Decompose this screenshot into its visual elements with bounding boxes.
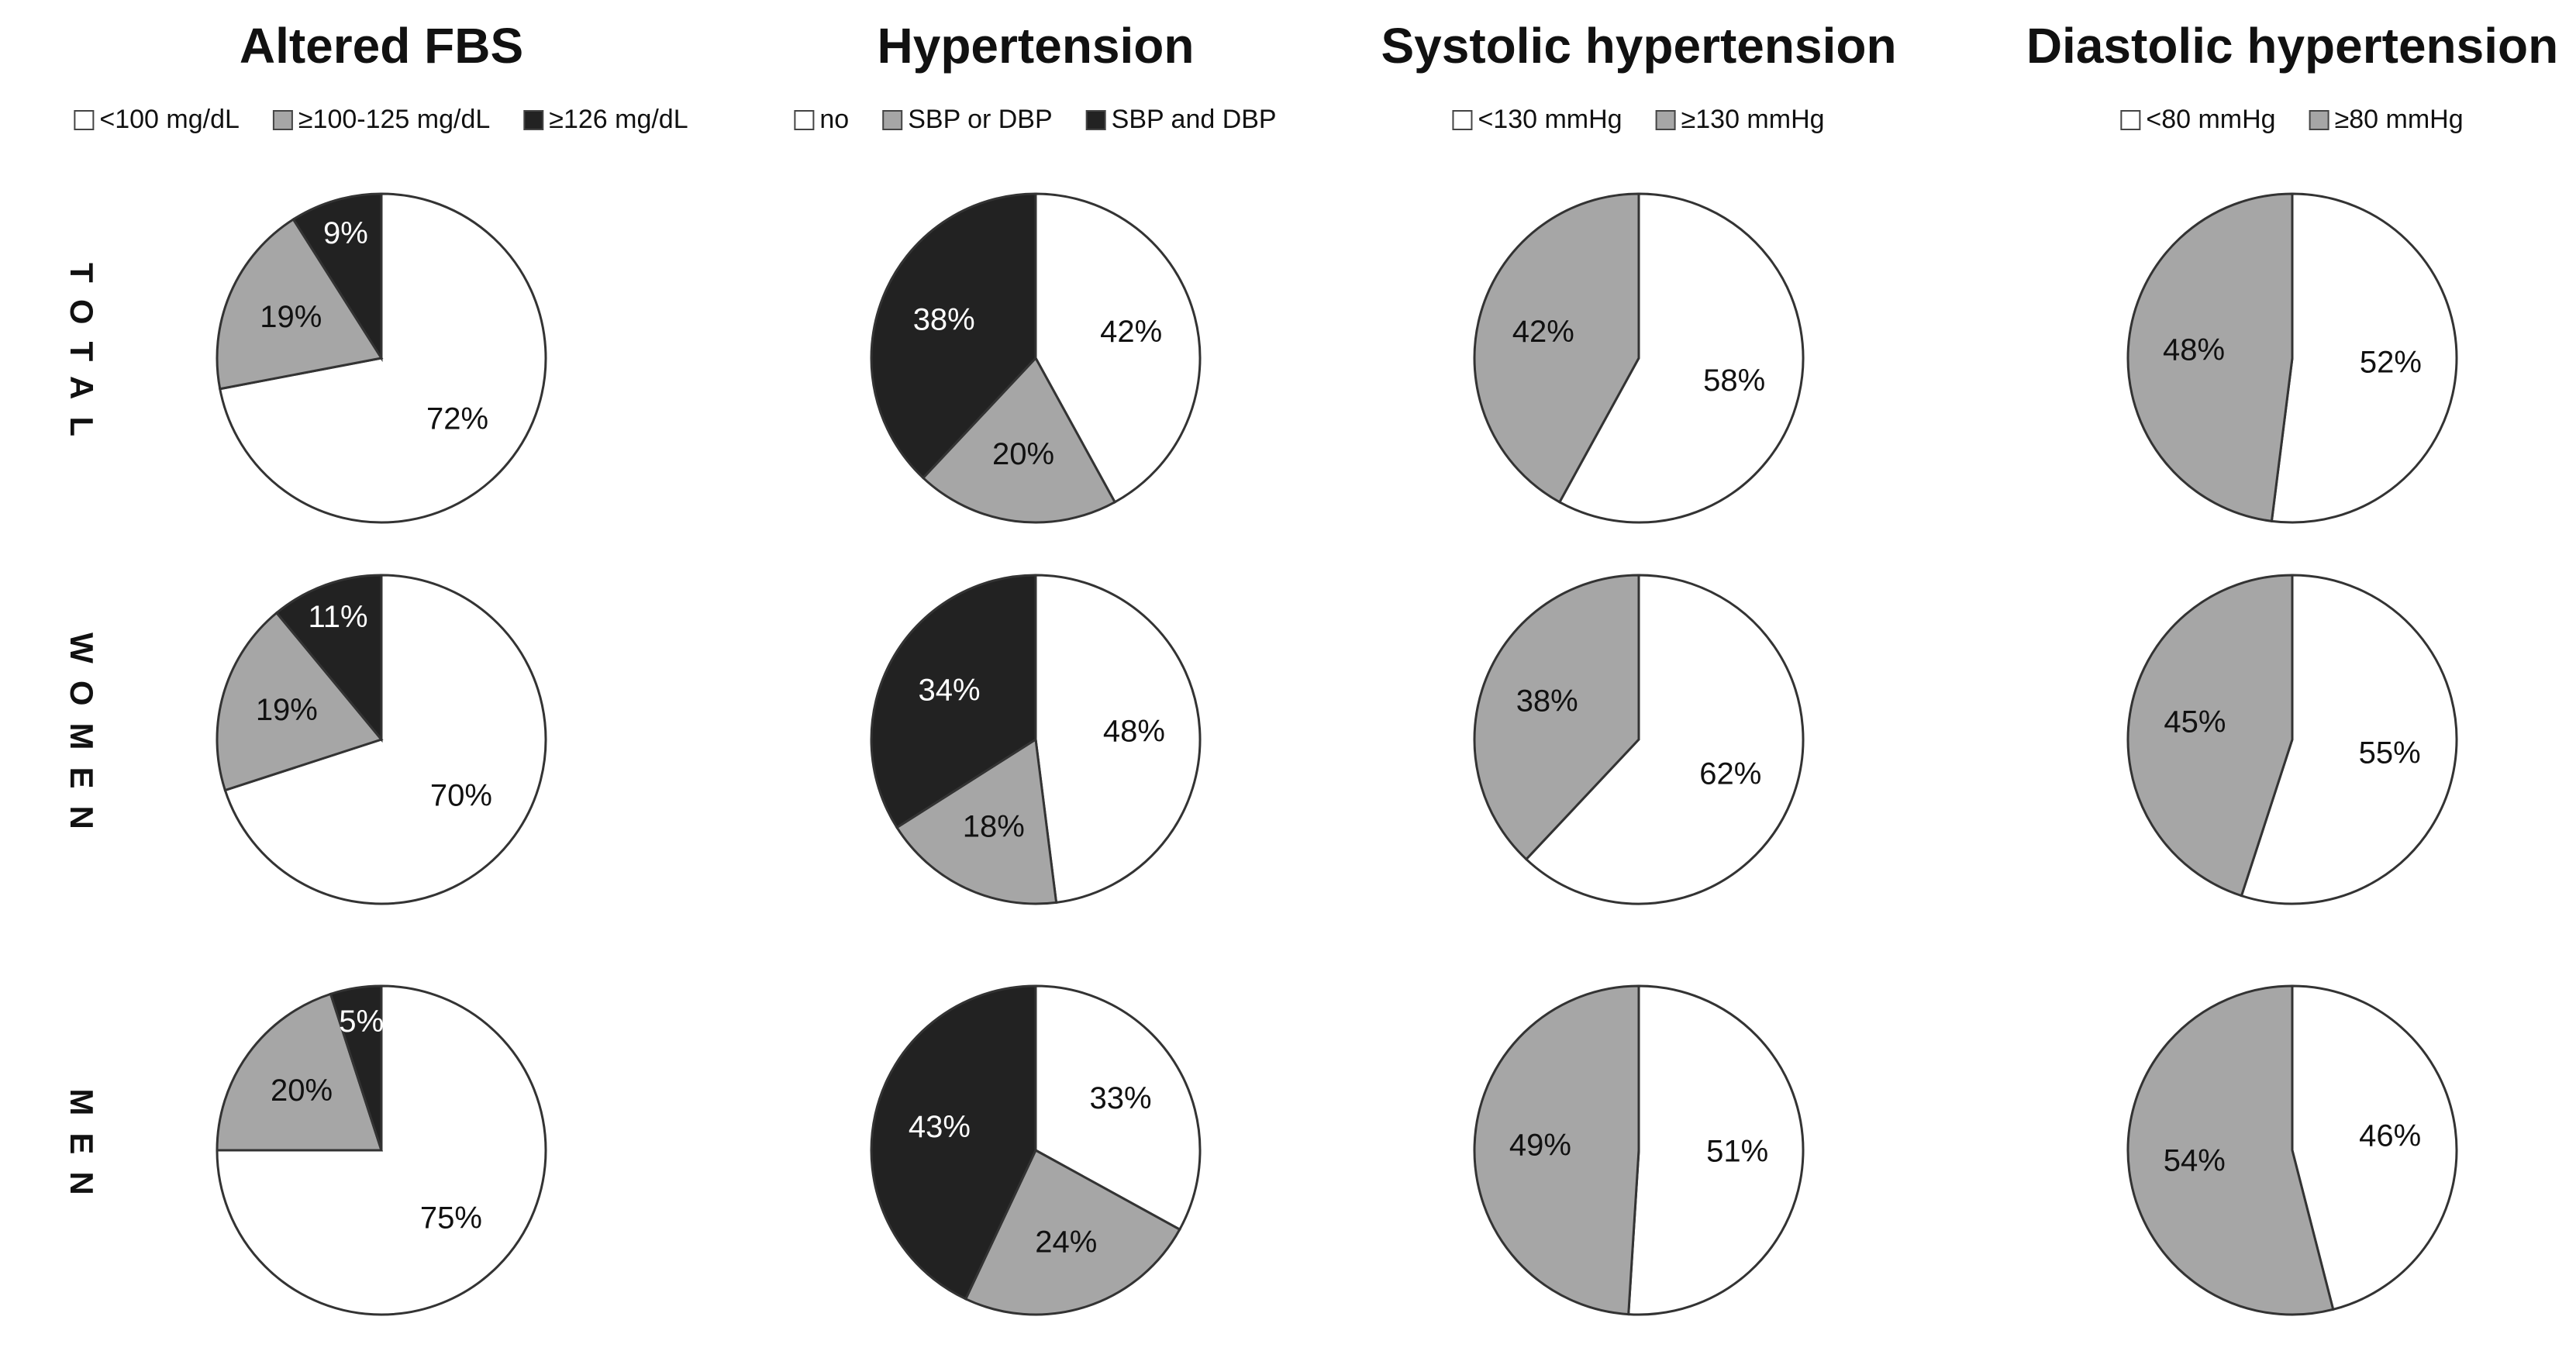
data-label: 20% [992, 437, 1054, 471]
pie-slice [1473, 574, 1640, 861]
pie-slice [921, 356, 1117, 524]
row-label: TOTAL [64, 263, 100, 453]
legend: no SBP or DBP SBP and DBP [794, 105, 1277, 134]
data-label: 54% [2164, 1144, 2226, 1178]
chart-title: Hypertension [878, 18, 1195, 74]
legend-label: ≥80 mmHg [2335, 105, 2464, 134]
pie-slice [870, 192, 1037, 480]
data-label: 11% [308, 600, 367, 634]
data-label: 5% [339, 1005, 384, 1039]
data-label: 48% [2163, 333, 2225, 367]
legend-swatch [523, 110, 544, 130]
data-label: 42% [1512, 315, 1574, 349]
data-label: 46% [2359, 1119, 2421, 1153]
pie-slice [1524, 574, 1805, 905]
data-label: 33% [1089, 1081, 1151, 1115]
data-label: 49% [1509, 1129, 1571, 1163]
pie-slice [2291, 984, 2458, 1311]
legend-label: ≥130 mmHg [1681, 105, 1825, 134]
chart-title: Systolic hypertension [1381, 18, 1896, 74]
pie-slice [216, 984, 547, 1316]
pie-slice [2270, 192, 2458, 524]
legend: <80 mmHg ≥80 mmHg [2120, 105, 2464, 134]
data-label: 45% [2164, 705, 2226, 739]
legend-swatch [2309, 110, 2329, 130]
legend-swatch [272, 110, 293, 130]
data-label: 51% [1706, 1135, 1768, 1169]
legend-swatch [882, 110, 903, 130]
legend-label: <100 mg/dL [99, 105, 240, 134]
pie-slice [1034, 574, 1202, 905]
pie-slice [2126, 192, 2294, 523]
pie-slice [216, 992, 384, 1152]
legend-label: <130 mmHg [1478, 105, 1622, 134]
data-label: 18% [963, 810, 1025, 844]
pie-slice [895, 737, 1058, 905]
legend: <130 mmHg ≥130 mmHg [1452, 105, 1825, 134]
chart-title: Altered FBS [240, 18, 523, 74]
pie-slice [1557, 192, 1805, 524]
legend-label: no [819, 105, 849, 134]
pie-slice [1034, 192, 1202, 504]
legend-label: SBP and DBP [1112, 105, 1277, 134]
legend-label: ≥100-125 mg/dL [298, 105, 490, 134]
data-label: 24% [1035, 1225, 1097, 1260]
pie-slice [964, 1148, 1181, 1316]
pie-slice [1473, 984, 1640, 1316]
data-label: 48% [1103, 715, 1165, 749]
legend-swatch [1452, 110, 1473, 130]
legend-label: <80 mmHg [2146, 105, 2275, 134]
data-label: 43% [909, 1110, 971, 1144]
pie-slice [223, 574, 547, 905]
data-label: 58% [1703, 364, 1765, 398]
data-label: 42% [1100, 315, 1162, 349]
pie-slice [274, 574, 383, 743]
pie-slice [1627, 984, 1805, 1316]
data-label: 75% [420, 1201, 482, 1236]
data-label: 38% [1516, 684, 1578, 719]
legend-label: ≥126 mg/dL [549, 105, 688, 134]
legend-swatch [1085, 110, 1106, 130]
data-label: 72% [426, 402, 488, 436]
row-label: MEN [64, 1088, 100, 1212]
pie-slice [216, 611, 384, 792]
pie-slice [329, 984, 383, 1151]
legend-swatch [1655, 110, 1676, 130]
data-label: 38% [913, 303, 975, 337]
pie-slice [216, 217, 384, 391]
pie-slice [2240, 574, 2458, 905]
pie-slice [1473, 192, 1640, 504]
chart-title: Diastolic hypertension [2026, 18, 2558, 74]
data-label: 19% [260, 300, 322, 334]
data-label: 34% [919, 673, 981, 707]
pie-slice [870, 574, 1037, 829]
data-label: 55% [2359, 736, 2421, 770]
data-label: 70% [430, 778, 492, 812]
data-label: 20% [271, 1074, 333, 1108]
legend-swatch [794, 110, 815, 130]
pie-slice [2126, 574, 2294, 898]
data-label: 62% [1699, 757, 1761, 791]
pie-slice [218, 192, 547, 524]
legend: <100 mg/dL ≥100-125 mg/dL ≥126 mg/dL [74, 105, 688, 134]
data-label: 52% [2360, 346, 2422, 380]
data-label: 9% [323, 216, 368, 250]
pie-slice [291, 192, 383, 363]
legend-label: SBP or DBP [908, 105, 1052, 134]
pie-slice [1034, 984, 1202, 1232]
legend-swatch [2120, 110, 2141, 130]
pie-slice [2126, 984, 2335, 1316]
legend-swatch [74, 110, 95, 130]
data-label: 19% [256, 693, 318, 727]
pie-slice [870, 984, 1037, 1301]
row-label: WOMEN [64, 632, 100, 846]
